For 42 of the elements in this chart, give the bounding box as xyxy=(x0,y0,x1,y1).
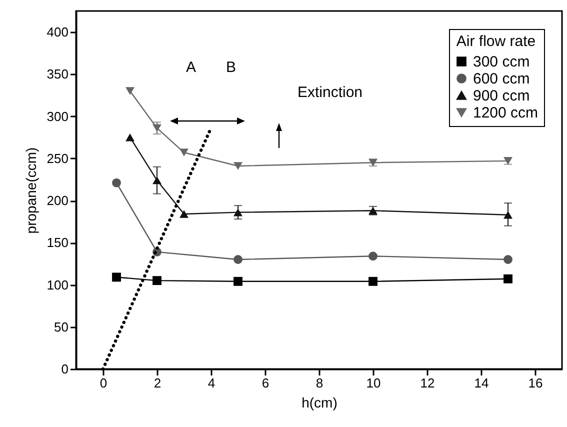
point xyxy=(504,274,512,284)
y-tick-label: 300 xyxy=(46,108,68,124)
annotation: Extinction xyxy=(297,84,363,101)
x-tick-label: 14 xyxy=(474,376,489,390)
x-tick-label: 0 xyxy=(100,376,108,390)
x-tick-label: 2 xyxy=(154,376,162,390)
x-tick-label: 8 xyxy=(316,376,324,390)
y-tick-label: 200 xyxy=(46,193,68,208)
y-tick-label: 250 xyxy=(46,150,68,166)
x-axis-title: h(cm) xyxy=(302,394,338,410)
legend-label: 600 ccm xyxy=(473,70,530,88)
annotation: B xyxy=(226,58,236,76)
point xyxy=(234,276,242,286)
legend-label: 1200 ccm xyxy=(473,104,538,122)
point xyxy=(180,210,188,218)
point xyxy=(504,255,512,264)
y-tick-label: 400 xyxy=(46,24,68,40)
y-tick-label: 0 xyxy=(61,362,68,376)
point xyxy=(152,276,162,286)
y-tick-label: 100 xyxy=(46,277,68,292)
y-tick-label: 150 xyxy=(46,235,68,250)
point xyxy=(180,148,188,156)
y-tick-label: 350 xyxy=(46,66,68,82)
legend-label: 300 ccm xyxy=(473,54,530,70)
x-tick-label: 10 xyxy=(366,376,381,390)
point xyxy=(112,178,121,188)
point xyxy=(126,133,134,142)
y-tick-label: 50 xyxy=(54,319,68,334)
x-tick-label: 6 xyxy=(262,376,270,390)
legend-label: 900 ccm xyxy=(473,88,530,104)
point xyxy=(368,276,378,286)
y-axis-title: propane(ccm) xyxy=(22,147,39,234)
legend-title: Air flow rate xyxy=(456,33,536,50)
x-tick-label: 4 xyxy=(208,376,216,390)
x-tick-label: 16 xyxy=(528,376,543,390)
x-tick-label: 12 xyxy=(420,376,435,390)
point xyxy=(234,162,242,170)
point xyxy=(234,255,242,264)
point xyxy=(368,252,378,261)
point xyxy=(112,272,121,282)
annotation: A xyxy=(186,58,196,76)
point xyxy=(126,87,134,95)
